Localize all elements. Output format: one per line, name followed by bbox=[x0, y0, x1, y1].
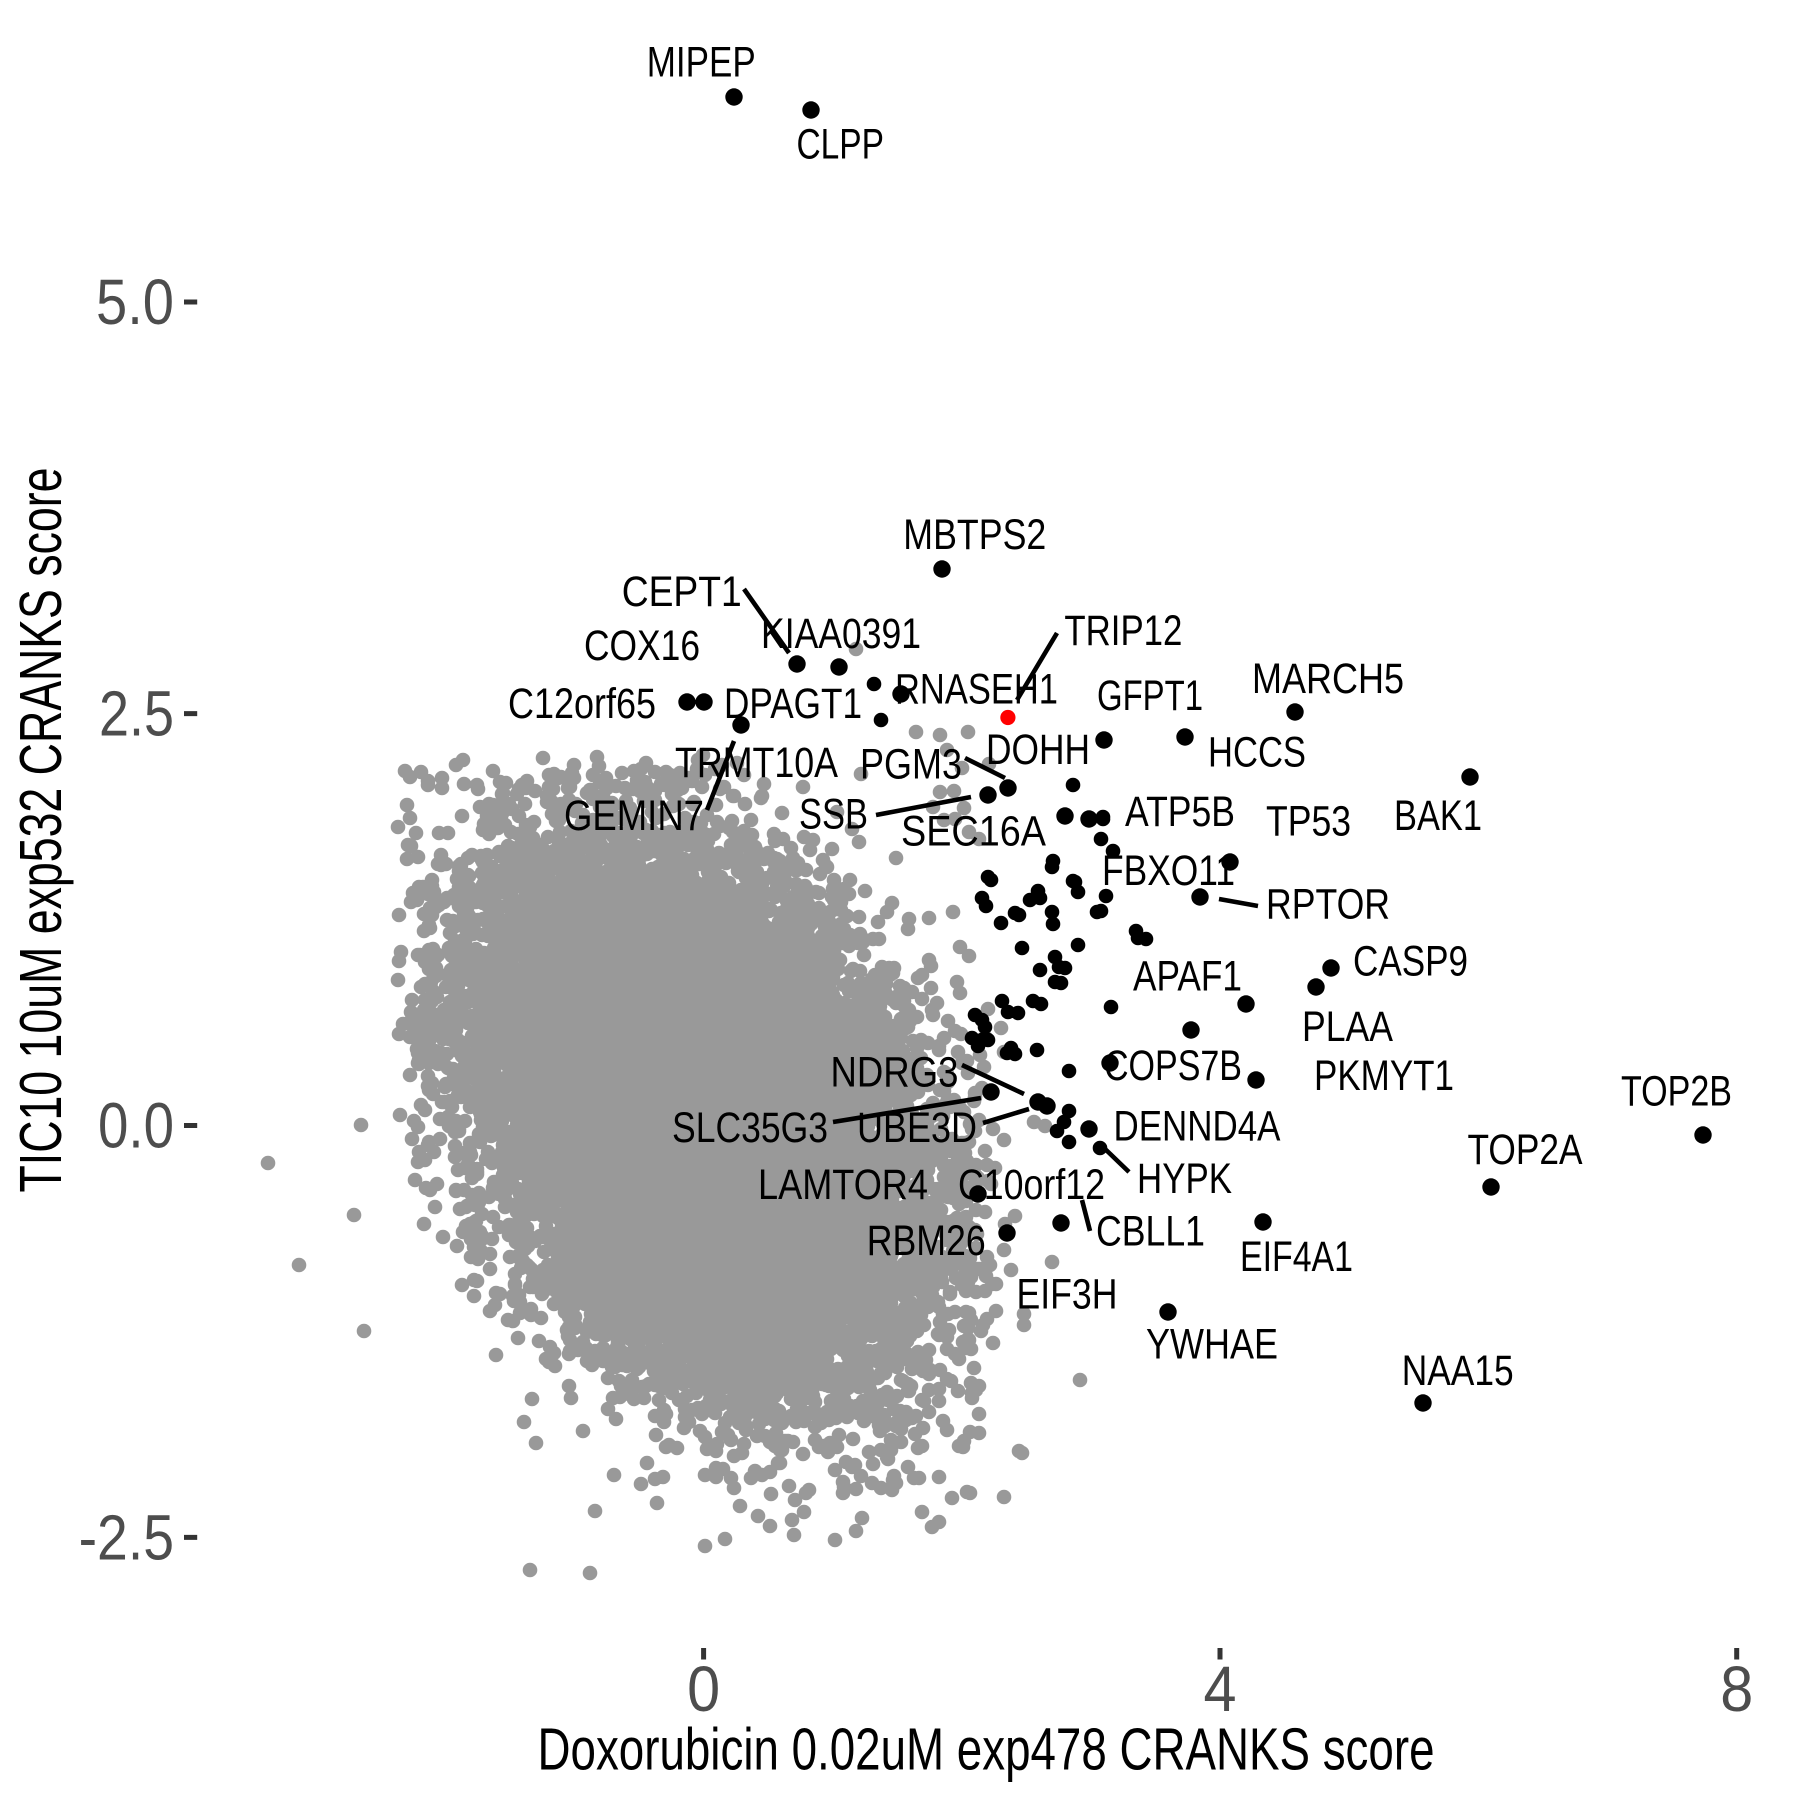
svg-text:SSB: SSB bbox=[799, 791, 868, 839]
svg-text:C12orf65: C12orf65 bbox=[508, 680, 656, 728]
svg-text:SLC35G3: SLC35G3 bbox=[672, 1104, 828, 1152]
svg-text:RPTOR: RPTOR bbox=[1266, 881, 1390, 929]
svg-text:CBLL1: CBLL1 bbox=[1096, 1208, 1205, 1256]
svg-text:MIPEP: MIPEP bbox=[647, 39, 756, 87]
svg-text:FBXO11: FBXO11 bbox=[1102, 847, 1235, 895]
svg-text:TP53: TP53 bbox=[1266, 798, 1351, 846]
svg-text:DOHH: DOHH bbox=[986, 726, 1090, 774]
svg-text:ATP5B: ATP5B bbox=[1125, 788, 1235, 836]
svg-text:MARCH5: MARCH5 bbox=[1252, 655, 1404, 703]
svg-text:COX16: COX16 bbox=[584, 622, 700, 670]
svg-text:CASP9: CASP9 bbox=[1353, 938, 1468, 986]
svg-text:0: 0 bbox=[687, 1653, 720, 1725]
svg-text:RBM26: RBM26 bbox=[867, 1217, 986, 1265]
svg-text:DPAGT1: DPAGT1 bbox=[724, 680, 862, 728]
svg-text:GFPT1: GFPT1 bbox=[1097, 672, 1203, 720]
svg-text:4: 4 bbox=[1204, 1653, 1237, 1725]
svg-text:MBTPS2: MBTPS2 bbox=[903, 511, 1046, 559]
svg-text:BAK1: BAK1 bbox=[1394, 792, 1482, 840]
svg-text:EIF3H: EIF3H bbox=[1017, 1271, 1118, 1319]
svg-text:GEMIN7: GEMIN7 bbox=[564, 792, 704, 840]
svg-text:PLAA: PLAA bbox=[1302, 1003, 1393, 1051]
svg-text:5.0: 5.0 bbox=[96, 266, 174, 338]
svg-text:SEC16A: SEC16A bbox=[901, 808, 1046, 856]
svg-text:KIAA0391: KIAA0391 bbox=[761, 610, 921, 658]
svg-text:RNASEH1: RNASEH1 bbox=[895, 665, 1058, 713]
svg-text:PGM3: PGM3 bbox=[860, 741, 962, 789]
svg-text:-2.5: -2.5 bbox=[79, 1501, 174, 1573]
svg-text:HCCS: HCCS bbox=[1208, 729, 1306, 777]
svg-text:TOP2B: TOP2B bbox=[1621, 1068, 1732, 1116]
svg-text:TRIP12: TRIP12 bbox=[1064, 607, 1182, 655]
svg-text:HYPK: HYPK bbox=[1137, 1155, 1232, 1203]
svg-text:LAMTOR4: LAMTOR4 bbox=[758, 1161, 928, 1209]
svg-text:PKMYT1: PKMYT1 bbox=[1314, 1052, 1454, 1100]
svg-text:NAA15: NAA15 bbox=[1402, 1347, 1514, 1395]
svg-text:TRMT10A: TRMT10A bbox=[675, 739, 838, 787]
svg-text:YWHAE: YWHAE bbox=[1146, 1321, 1278, 1369]
svg-text:TOP2A: TOP2A bbox=[1468, 1126, 1583, 1174]
svg-text:CEPT1: CEPT1 bbox=[622, 568, 742, 616]
svg-text:EIF4A1: EIF4A1 bbox=[1240, 1233, 1353, 1281]
svg-text:0.0: 0.0 bbox=[98, 1090, 174, 1162]
svg-text:NDRG3: NDRG3 bbox=[831, 1049, 959, 1097]
svg-text:APAF1: APAF1 bbox=[1133, 953, 1242, 1001]
svg-text:DENND4A: DENND4A bbox=[1114, 1103, 1281, 1151]
svg-text:8: 8 bbox=[1720, 1653, 1753, 1725]
svg-text:Doxorubicin 0.02uM exp478 CRAN: Doxorubicin 0.02uM exp478 CRANKS score bbox=[538, 1716, 1435, 1782]
svg-text:CLPP: CLPP bbox=[797, 120, 885, 168]
svg-text:UBE3D: UBE3D bbox=[857, 1104, 977, 1152]
svg-text:C10orf12: C10orf12 bbox=[958, 1161, 1105, 1209]
svg-text:TIC10 10uM exp532 CRANKS score: TIC10 10uM exp532 CRANKS score bbox=[8, 468, 74, 1193]
svg-text:2.5: 2.5 bbox=[99, 678, 174, 750]
svg-text:COPS7B: COPS7B bbox=[1104, 1042, 1242, 1090]
